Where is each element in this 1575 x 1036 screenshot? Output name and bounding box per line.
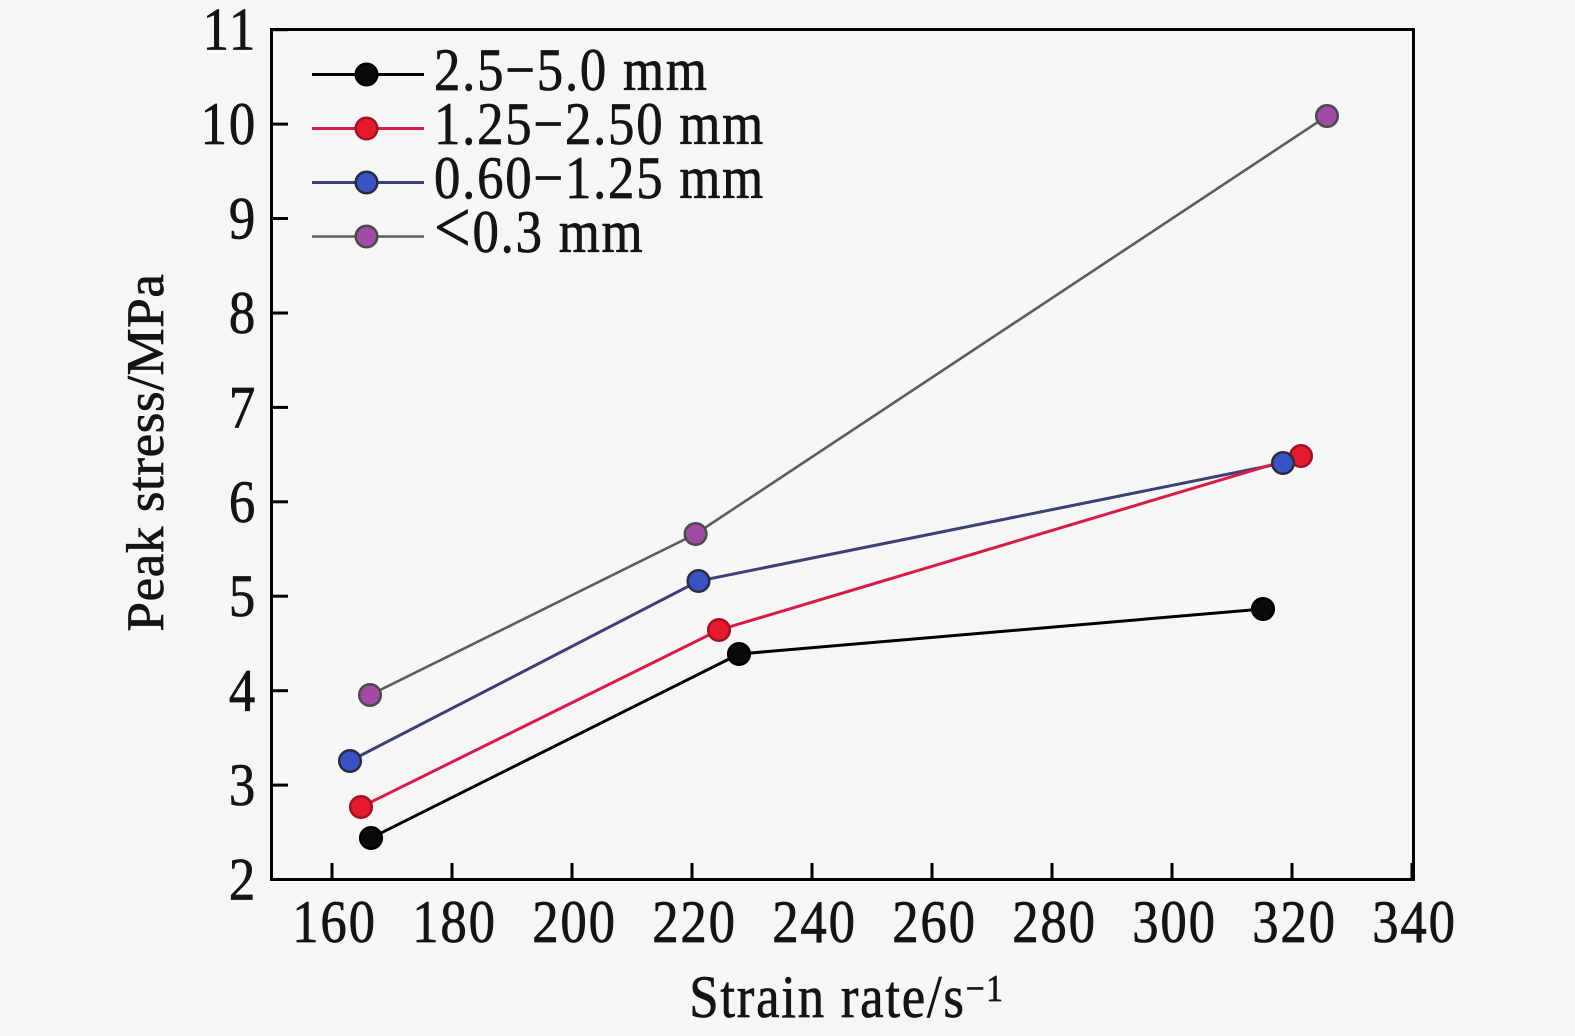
svg-text:4: 4 [229, 659, 257, 725]
svg-text:200: 200 [532, 890, 616, 956]
svg-text:11: 11 [203, 0, 257, 64]
svg-text:340: 340 [1372, 890, 1456, 956]
svg-text:9: 9 [229, 186, 257, 252]
svg-text:280: 280 [1012, 890, 1096, 956]
svg-text:8: 8 [229, 281, 257, 347]
svg-text:240: 240 [772, 890, 856, 956]
svg-text:Strain rate/s−1: Strain rate/s−1 [689, 965, 1005, 1031]
svg-text:6: 6 [229, 470, 257, 536]
svg-text:2.5−5.0 mm: 2.5−5.0 mm [434, 38, 709, 104]
svg-text:3: 3 [229, 753, 257, 819]
svg-text:180: 180 [412, 890, 496, 956]
svg-text:1.25−2.50 mm: 1.25−2.50 mm [434, 92, 765, 158]
svg-text:220: 220 [652, 890, 736, 956]
svg-text:10: 10 [201, 92, 257, 158]
svg-text:<0.3 mm: <0.3 mm [434, 187, 644, 269]
svg-text:0.60−1.25 mm: 0.60−1.25 mm [434, 146, 765, 212]
svg-text:7: 7 [229, 375, 257, 441]
svg-text:Peak stress/MPa: Peak stress/MPa [117, 274, 175, 632]
svg-text:260: 260 [892, 890, 976, 956]
svg-text:160: 160 [292, 890, 376, 956]
svg-text:300: 300 [1132, 890, 1216, 956]
svg-text:320: 320 [1252, 890, 1336, 956]
svg-text:2: 2 [229, 847, 257, 913]
svg-text:5: 5 [229, 564, 257, 630]
